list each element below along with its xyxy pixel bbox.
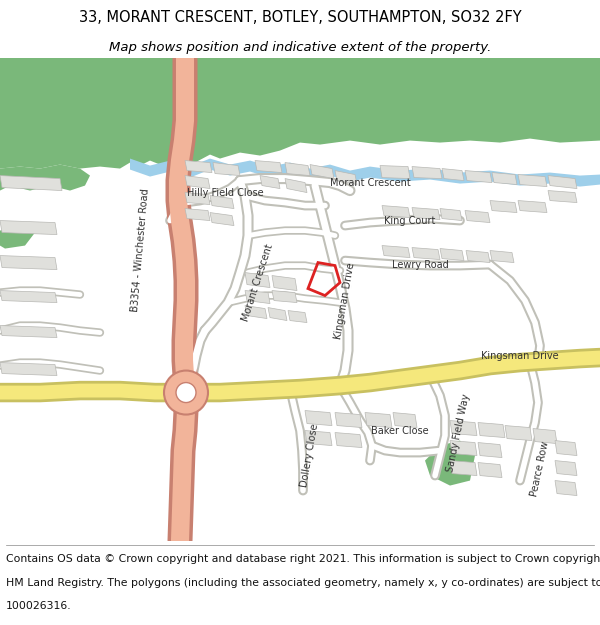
Polygon shape xyxy=(548,191,577,202)
Text: Contains OS data © Crown copyright and database right 2021. This information is : Contains OS data © Crown copyright and d… xyxy=(6,554,600,564)
Polygon shape xyxy=(335,432,362,447)
Polygon shape xyxy=(518,201,547,212)
Text: Pearce Row: Pearce Row xyxy=(529,440,551,497)
Polygon shape xyxy=(425,441,475,486)
Polygon shape xyxy=(0,226,35,249)
Polygon shape xyxy=(305,431,332,446)
Polygon shape xyxy=(478,462,502,478)
Polygon shape xyxy=(450,421,477,436)
Polygon shape xyxy=(285,179,307,192)
Polygon shape xyxy=(465,171,492,182)
Polygon shape xyxy=(465,211,490,222)
Polygon shape xyxy=(450,461,477,476)
Text: Kingsman Drive: Kingsman Drive xyxy=(334,261,356,339)
Text: Map shows position and indicative extent of the property.: Map shows position and indicative extent… xyxy=(109,41,491,54)
Circle shape xyxy=(176,382,196,402)
Polygon shape xyxy=(365,412,392,428)
Polygon shape xyxy=(440,209,462,221)
Polygon shape xyxy=(0,291,57,302)
Polygon shape xyxy=(210,213,234,226)
Polygon shape xyxy=(0,176,62,191)
Polygon shape xyxy=(412,248,440,259)
Text: B3354 - Winchester Road: B3354 - Winchester Road xyxy=(130,189,151,312)
Polygon shape xyxy=(380,166,410,179)
Polygon shape xyxy=(185,192,210,204)
Text: HM Land Registry. The polygons (including the associated geometry, namely x, y c: HM Land Registry. The polygons (includin… xyxy=(6,578,600,587)
Polygon shape xyxy=(0,164,90,191)
Polygon shape xyxy=(466,251,490,262)
Polygon shape xyxy=(412,166,442,179)
Text: 100026316.: 100026316. xyxy=(6,601,71,611)
Text: Dollery Close: Dollery Close xyxy=(299,423,320,488)
Polygon shape xyxy=(0,58,600,169)
Polygon shape xyxy=(272,276,297,291)
Polygon shape xyxy=(0,256,57,269)
Polygon shape xyxy=(288,311,307,322)
Polygon shape xyxy=(555,481,577,496)
Polygon shape xyxy=(285,162,310,176)
Circle shape xyxy=(164,371,208,414)
Polygon shape xyxy=(478,442,502,458)
Text: Kingsman Drive: Kingsman Drive xyxy=(481,351,559,361)
Polygon shape xyxy=(0,326,57,338)
Polygon shape xyxy=(442,169,464,181)
Polygon shape xyxy=(505,426,532,441)
Polygon shape xyxy=(272,291,297,302)
Text: Hilly Field Close: Hilly Field Close xyxy=(187,188,263,198)
Polygon shape xyxy=(130,159,600,186)
Polygon shape xyxy=(335,412,362,428)
Polygon shape xyxy=(255,161,282,172)
Polygon shape xyxy=(555,461,577,476)
Polygon shape xyxy=(533,429,557,444)
Polygon shape xyxy=(185,161,212,172)
Polygon shape xyxy=(268,308,287,321)
Polygon shape xyxy=(213,162,240,176)
Polygon shape xyxy=(245,272,270,288)
Text: Sandy Field Way: Sandy Field Way xyxy=(445,392,471,472)
Polygon shape xyxy=(0,362,57,376)
Polygon shape xyxy=(310,164,334,179)
Polygon shape xyxy=(382,206,410,217)
Polygon shape xyxy=(450,441,477,456)
Polygon shape xyxy=(185,176,210,189)
Polygon shape xyxy=(490,251,514,262)
Polygon shape xyxy=(260,176,280,189)
Polygon shape xyxy=(440,249,464,261)
Polygon shape xyxy=(548,176,577,189)
Polygon shape xyxy=(0,221,57,234)
Polygon shape xyxy=(393,412,417,428)
Polygon shape xyxy=(335,171,357,184)
Polygon shape xyxy=(185,209,210,221)
Text: Lewry Road: Lewry Road xyxy=(392,259,448,269)
Polygon shape xyxy=(210,196,234,209)
Text: Baker Close: Baker Close xyxy=(371,426,429,436)
Polygon shape xyxy=(555,441,577,456)
Polygon shape xyxy=(518,174,547,186)
Polygon shape xyxy=(382,246,410,258)
Text: Morant Crescent: Morant Crescent xyxy=(241,242,275,322)
Text: Morant Crescent: Morant Crescent xyxy=(329,177,410,187)
Polygon shape xyxy=(412,208,440,219)
Text: King Court: King Court xyxy=(385,216,436,226)
Polygon shape xyxy=(492,173,517,184)
Polygon shape xyxy=(245,306,267,319)
Polygon shape xyxy=(245,291,270,304)
Polygon shape xyxy=(305,411,332,426)
Polygon shape xyxy=(490,201,517,212)
Text: 33, MORANT CRESCENT, BOTLEY, SOUTHAMPTON, SO32 2FY: 33, MORANT CRESCENT, BOTLEY, SOUTHAMPTON… xyxy=(79,10,521,25)
Polygon shape xyxy=(478,422,505,437)
